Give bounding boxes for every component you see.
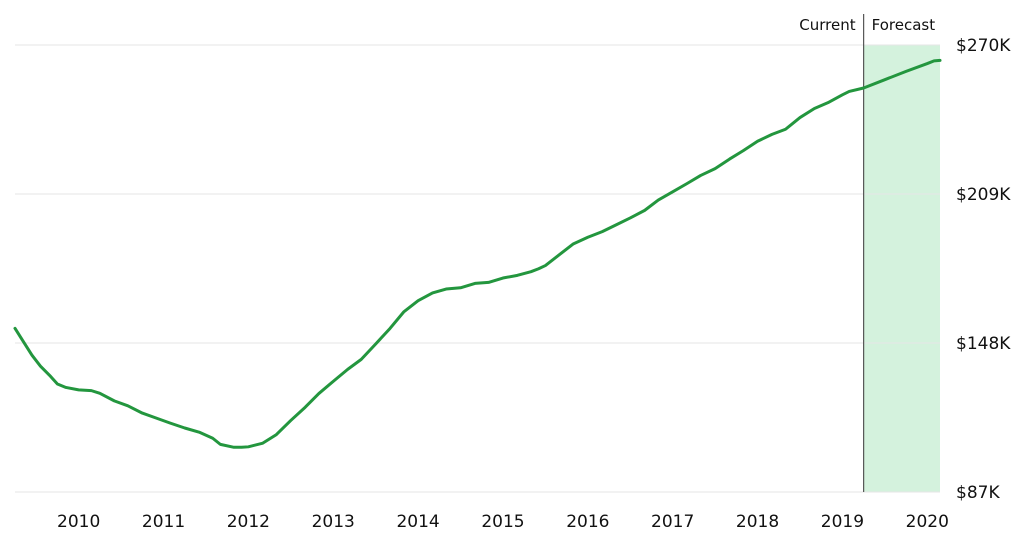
x-tick-label: 2014 [396,512,439,532]
x-tick-label: 2019 [821,512,864,532]
y-tick-label: $270K [956,36,1011,56]
x-tick-label: 2015 [481,512,524,532]
x-tick-label: 2011 [142,512,185,532]
x-tick-label: 2010 [57,512,100,532]
grid-lines [15,44,940,493]
x-tick-label: 2020 [906,512,949,532]
x-tick-label: 2012 [227,512,270,532]
current-label: Current [799,16,855,34]
y-tick-label: $148K [956,334,1011,354]
y-tick-label: $87K [956,483,1000,503]
y-axis-ticks: $87K $148K $209K $270K [956,36,1011,503]
series-lines [13,58,942,449]
x-tick-label: 2016 [566,512,609,532]
forecast-region [863,45,940,492]
series-line [13,58,942,449]
forecast-label: Forecast [872,16,936,34]
x-tick-label: 2013 [312,512,355,532]
x-tick-label: 2018 [736,512,779,532]
x-tick-label: 2017 [651,512,694,532]
y-tick-label: $209K [956,185,1011,205]
x-axis-ticks: 2010 2011 2012 2013 2014 2015 2016 2017 2018 2019… [57,512,949,532]
